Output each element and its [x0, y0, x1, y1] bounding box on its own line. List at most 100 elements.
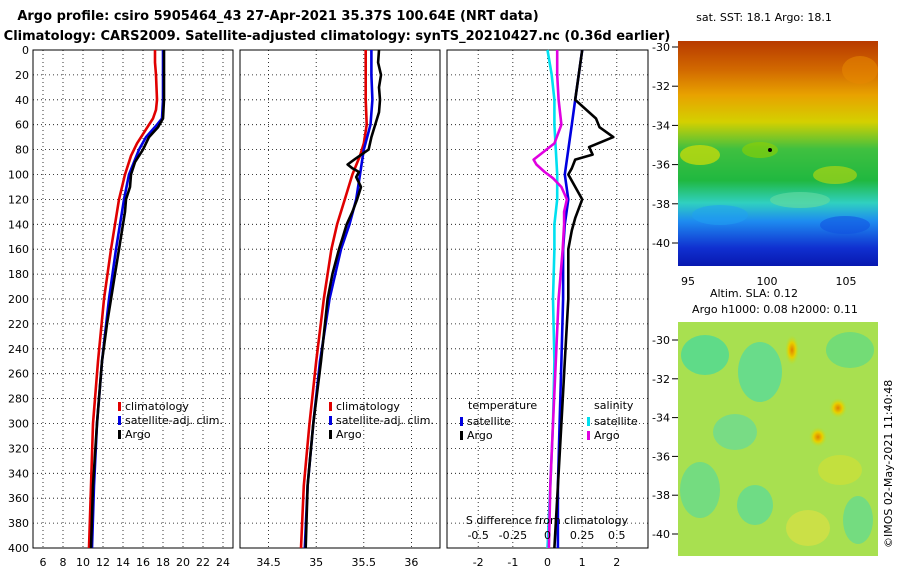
x-tick-label: 24: [216, 556, 230, 569]
sla-lat-tick-label: -34: [652, 412, 670, 425]
x-tick-label: 34.5: [256, 556, 281, 569]
depth-tick-label: 260: [8, 368, 29, 381]
salinity-diff-tick-label: -0.5: [467, 529, 488, 542]
legend-sal-argo-label: Argo: [594, 429, 620, 442]
legend-temp-argo-label: Argo: [467, 429, 493, 442]
legend-argo-swatch: [329, 430, 332, 439]
depth-tick-label: 400: [8, 542, 29, 555]
sla-lat-tick-label: -36: [652, 450, 670, 463]
sst-lon-tick-label: 95: [681, 275, 695, 288]
sla-lat-tick-label: -32: [652, 373, 670, 386]
x-tick-label: 12: [96, 556, 110, 569]
x-tick-label: 0: [544, 556, 551, 569]
depth-tick-label: 240: [8, 343, 29, 356]
depth-axis: 0 20 40 60 80 100 120 140 160 180 200 220 240 260 280 3…: [8, 44, 29, 555]
legend-temperature-title: temperature: [468, 399, 537, 412]
sla-map-texture: [680, 332, 874, 546]
depth-tick-label: 120: [8, 193, 29, 206]
depth-tick-label: 160: [8, 243, 29, 256]
difference-panel: -2 -1 0 1 2 -0.5 -0.25 0 0.25 0.5: [446, 49, 649, 569]
x-tick-label: 20: [176, 556, 190, 569]
depth-tick-label: 40: [15, 94, 29, 107]
sla-map-title-line2: Argo h1000: 0.08 h2000: 0.11: [692, 303, 858, 316]
x-tick-label: 22: [196, 556, 210, 569]
salinity-panel: 34.5 35 35.5 36: [239, 49, 441, 569]
depth-tick-label: 280: [8, 393, 29, 406]
depth-tick-label: 360: [8, 492, 29, 505]
sla-lat-tick-label: -30: [652, 334, 670, 347]
sla-lat-tick-label: -38: [652, 489, 670, 502]
sst-lon-tick-label: 100: [757, 275, 778, 288]
series-line-temperature-argo: [553, 49, 615, 549]
depth-tick-label: 320: [8, 442, 29, 455]
legend-climatology-swatch: [118, 402, 121, 411]
x-tick-label: -2: [473, 556, 484, 569]
x-tick-label: 36: [404, 556, 418, 569]
salinity-diff-tick-label: 0.5: [608, 529, 626, 542]
depth-tick-label: 200: [8, 293, 29, 306]
credit-text: ©IMOS 02-May-2021 11:40:48: [882, 380, 895, 548]
sst-lat-tick-label: -36: [652, 159, 670, 172]
depth-tick-label: 340: [8, 467, 29, 480]
sst-lat-tick-label: -38: [652, 198, 670, 211]
legend-temp-argo-swatch: [460, 431, 463, 440]
legend-climatology-label: climatology: [336, 400, 400, 413]
x-tick-label: 18: [156, 556, 170, 569]
depth-tick-label: 380: [8, 517, 29, 530]
depth-tick-label: 60: [15, 119, 29, 132]
sst-map-title: sat. SST: 18.1 Argo: 18.1: [696, 11, 832, 24]
series-line-climatology: [299, 50, 369, 549]
sst-lat-tick-label: -34: [652, 119, 670, 132]
x-tick-label: 10: [76, 556, 90, 569]
x-tick-label: 1: [579, 556, 586, 569]
figure-title-line2: Climatology: CARS2009. Satellite-adjuste…: [4, 29, 671, 44]
sst-lon-tick-label: 105: [836, 275, 857, 288]
x-tick-label: 2: [613, 556, 620, 569]
figure-title-line1: Argo profile: csiro 5905464_43 27-Apr-20…: [17, 9, 538, 24]
x-tick-label: 16: [136, 556, 150, 569]
depth-tick-label: 0: [22, 44, 29, 57]
series-line-satellite-adj-clim-: [303, 50, 374, 549]
depth-tick-label: 140: [8, 218, 29, 231]
series-line-climatology: [87, 50, 159, 549]
salinity-diff-tick-label: 0: [544, 529, 551, 542]
legend-satellite-label: satellite-adj. clim.: [125, 414, 223, 427]
x-tick-label: 8: [60, 556, 67, 569]
difference-xlabel: S difference from climatology: [466, 514, 629, 527]
legend-climatology-label: climatology: [125, 400, 189, 413]
depth-tick-label: 20: [15, 69, 29, 82]
legend-satellite-swatch: [329, 416, 332, 425]
temperature-panel: 6 8 10 12 14 16 18 20 22 24: [32, 49, 234, 569]
sst-map-texture: [680, 56, 878, 234]
legend-argo-label: Argo: [336, 428, 362, 441]
x-tick-label: 6: [40, 556, 47, 569]
depth-tick-label: 180: [8, 268, 29, 281]
legend-salinity-title: salinity: [594, 399, 634, 412]
sst-lat-tick-label: -40: [652, 237, 670, 250]
difference-legend: temperature satellite Argo salinity sate…: [460, 399, 638, 527]
sla-map-title-line1: Altim. SLA: 0.12: [710, 287, 798, 300]
x-tick-label: 35: [309, 556, 323, 569]
depth-tick-label: 300: [8, 418, 29, 431]
series-line-temperature-satellite: [556, 49, 584, 548]
legend-temp-satellite-label: satellite: [467, 415, 511, 428]
legend-argo-swatch: [118, 430, 121, 439]
x-tick-label: 35.5: [352, 556, 377, 569]
series-line-argo: [89, 50, 166, 549]
legend-sal-satellite-swatch: [587, 417, 590, 426]
legend-temp-satellite-swatch: [460, 417, 463, 426]
series-line-salinity-argo: [532, 50, 569, 549]
x-tick-label: -1: [507, 556, 518, 569]
sst-map: sat. SST: 18.1 Argo: 18.1 -30 -32 -34 -36 -3…: [652, 11, 878, 288]
x-tick-label: 14: [116, 556, 130, 569]
depth-tick-label: 80: [15, 144, 29, 157]
argo-position-marker: [768, 148, 772, 152]
temperature-legend: climatology satellite-adj. clim. Argo: [118, 400, 223, 441]
legend-sal-argo-swatch: [587, 431, 590, 440]
sst-lat-tick-label: -32: [652, 80, 670, 93]
depth-tick-label: 100: [8, 169, 29, 182]
legend-argo-label: Argo: [125, 428, 151, 441]
sla-lat-tick-label: -40: [652, 528, 670, 541]
legend-satellite-swatch: [118, 416, 121, 425]
